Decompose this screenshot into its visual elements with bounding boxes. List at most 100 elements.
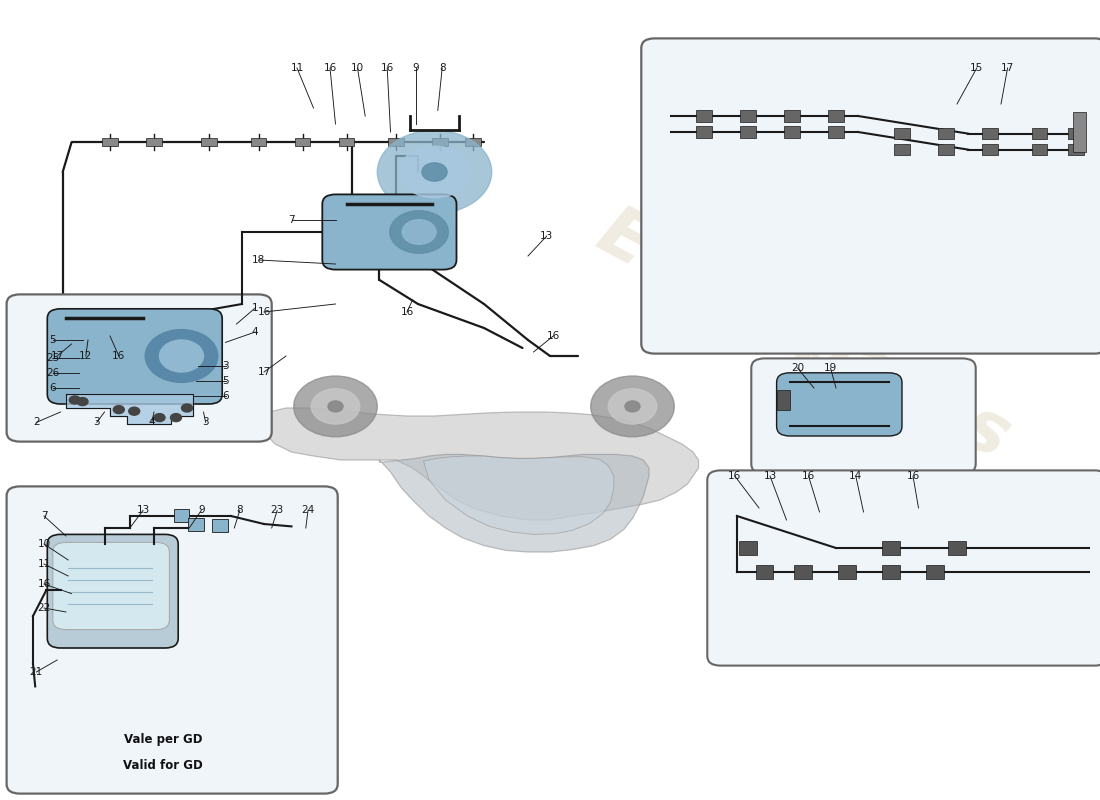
Circle shape [328, 401, 343, 412]
Text: 8: 8 [439, 63, 446, 73]
Bar [740, 110, 756, 122]
FancyBboxPatch shape [47, 309, 222, 404]
Text: 16: 16 [381, 63, 394, 73]
Bar [894, 144, 910, 155]
Text: 19: 19 [824, 363, 837, 373]
Circle shape [403, 220, 436, 244]
Bar [339, 138, 354, 146]
Bar [102, 138, 118, 146]
Bar [212, 519, 228, 532]
Text: 16: 16 [400, 307, 414, 317]
Bar [1072, 112, 1086, 152]
Text: 17: 17 [257, 367, 271, 377]
Circle shape [311, 389, 360, 424]
Text: 9: 9 [412, 63, 419, 73]
Text: 3: 3 [222, 362, 229, 371]
Text: 6: 6 [50, 383, 56, 393]
Circle shape [294, 376, 377, 437]
Text: 16: 16 [112, 351, 125, 361]
Text: 3: 3 [202, 418, 209, 427]
Text: 13: 13 [136, 506, 150, 515]
Bar [756, 565, 773, 579]
Circle shape [608, 389, 657, 424]
Bar [982, 144, 998, 155]
Text: 16: 16 [257, 307, 271, 317]
FancyBboxPatch shape [751, 358, 976, 474]
Bar [251, 138, 266, 146]
Bar [1032, 128, 1047, 139]
Bar [188, 518, 204, 531]
Circle shape [377, 130, 492, 214]
Bar [388, 138, 404, 146]
Text: 13: 13 [763, 471, 777, 481]
Circle shape [170, 414, 182, 422]
Bar [894, 128, 910, 139]
Bar [948, 541, 966, 555]
Polygon shape [66, 394, 192, 424]
Text: 16: 16 [728, 471, 741, 481]
Text: 16: 16 [802, 471, 815, 481]
Bar [146, 138, 162, 146]
Text: 17: 17 [1001, 63, 1014, 73]
Text: 3: 3 [94, 418, 100, 427]
Text: 16: 16 [906, 471, 920, 481]
Text: 4: 4 [252, 327, 258, 337]
Bar [784, 126, 800, 138]
Bar [740, 126, 756, 138]
Bar [882, 541, 900, 555]
Bar [174, 509, 189, 522]
Circle shape [182, 404, 192, 412]
Circle shape [154, 414, 165, 422]
Text: 18: 18 [252, 255, 265, 265]
Text: Vale per GD: Vale per GD [123, 734, 202, 746]
Polygon shape [379, 454, 649, 552]
Text: 10: 10 [37, 539, 51, 549]
Bar [696, 110, 712, 122]
Text: since 1985: since 1985 [750, 402, 944, 526]
FancyBboxPatch shape [53, 542, 169, 630]
Circle shape [113, 406, 124, 414]
Text: Eurospares: Eurospares [585, 198, 1021, 474]
Bar [838, 565, 856, 579]
Circle shape [591, 376, 674, 437]
Circle shape [389, 210, 449, 254]
Text: 7: 7 [41, 511, 47, 521]
Bar [777, 390, 790, 410]
Text: 6: 6 [222, 391, 229, 401]
Bar [1068, 144, 1084, 155]
Bar [1032, 144, 1047, 155]
FancyBboxPatch shape [7, 294, 272, 442]
Bar [432, 138, 448, 146]
Bar [465, 138, 481, 146]
Text: 21: 21 [30, 667, 43, 677]
FancyBboxPatch shape [7, 486, 338, 794]
Bar [882, 565, 900, 579]
FancyBboxPatch shape [777, 373, 902, 436]
Bar [1068, 128, 1084, 139]
Text: 5: 5 [222, 376, 229, 386]
Text: 20: 20 [791, 363, 804, 373]
Text: 14: 14 [849, 471, 862, 481]
Bar [739, 541, 757, 555]
Text: 16: 16 [323, 63, 337, 73]
Text: 12: 12 [79, 351, 92, 361]
Bar [784, 110, 800, 122]
Text: 7: 7 [288, 215, 295, 225]
FancyBboxPatch shape [47, 534, 178, 648]
Circle shape [69, 396, 80, 404]
Text: 2: 2 [33, 418, 40, 427]
Text: 15: 15 [970, 63, 983, 73]
FancyBboxPatch shape [322, 194, 456, 270]
Bar [295, 138, 310, 146]
Polygon shape [248, 408, 698, 520]
Text: 4: 4 [148, 418, 155, 427]
Bar [926, 565, 944, 579]
Polygon shape [424, 456, 614, 534]
Text: 17: 17 [51, 351, 64, 361]
Bar [696, 126, 712, 138]
Circle shape [625, 401, 640, 412]
Circle shape [160, 340, 204, 372]
Bar [938, 128, 954, 139]
Text: 11: 11 [290, 63, 304, 73]
Text: 22: 22 [37, 603, 51, 613]
